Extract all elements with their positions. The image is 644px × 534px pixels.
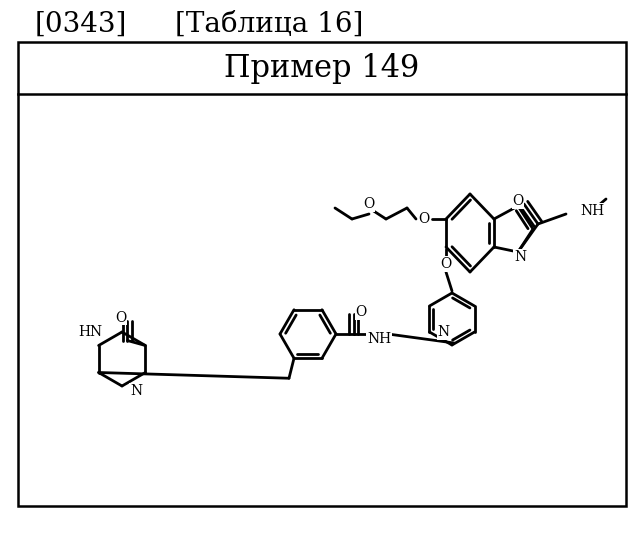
Text: O: O xyxy=(363,197,375,211)
Text: Пример 149: Пример 149 xyxy=(224,52,420,83)
Text: O: O xyxy=(419,212,430,226)
Text: N: N xyxy=(514,250,526,264)
Text: N: N xyxy=(130,384,142,398)
Text: O: O xyxy=(513,194,524,208)
Text: HN: HN xyxy=(78,325,102,339)
Text: N: N xyxy=(437,325,450,339)
Text: O: O xyxy=(355,305,366,319)
Text: NH: NH xyxy=(367,332,391,346)
Text: [0343]: [0343] xyxy=(35,11,128,37)
Text: O: O xyxy=(440,257,451,271)
Bar xyxy=(18,42,626,506)
Text: NH: NH xyxy=(580,204,604,218)
Text: [Таблица 16]: [Таблица 16] xyxy=(175,11,363,37)
Text: O: O xyxy=(115,310,126,325)
